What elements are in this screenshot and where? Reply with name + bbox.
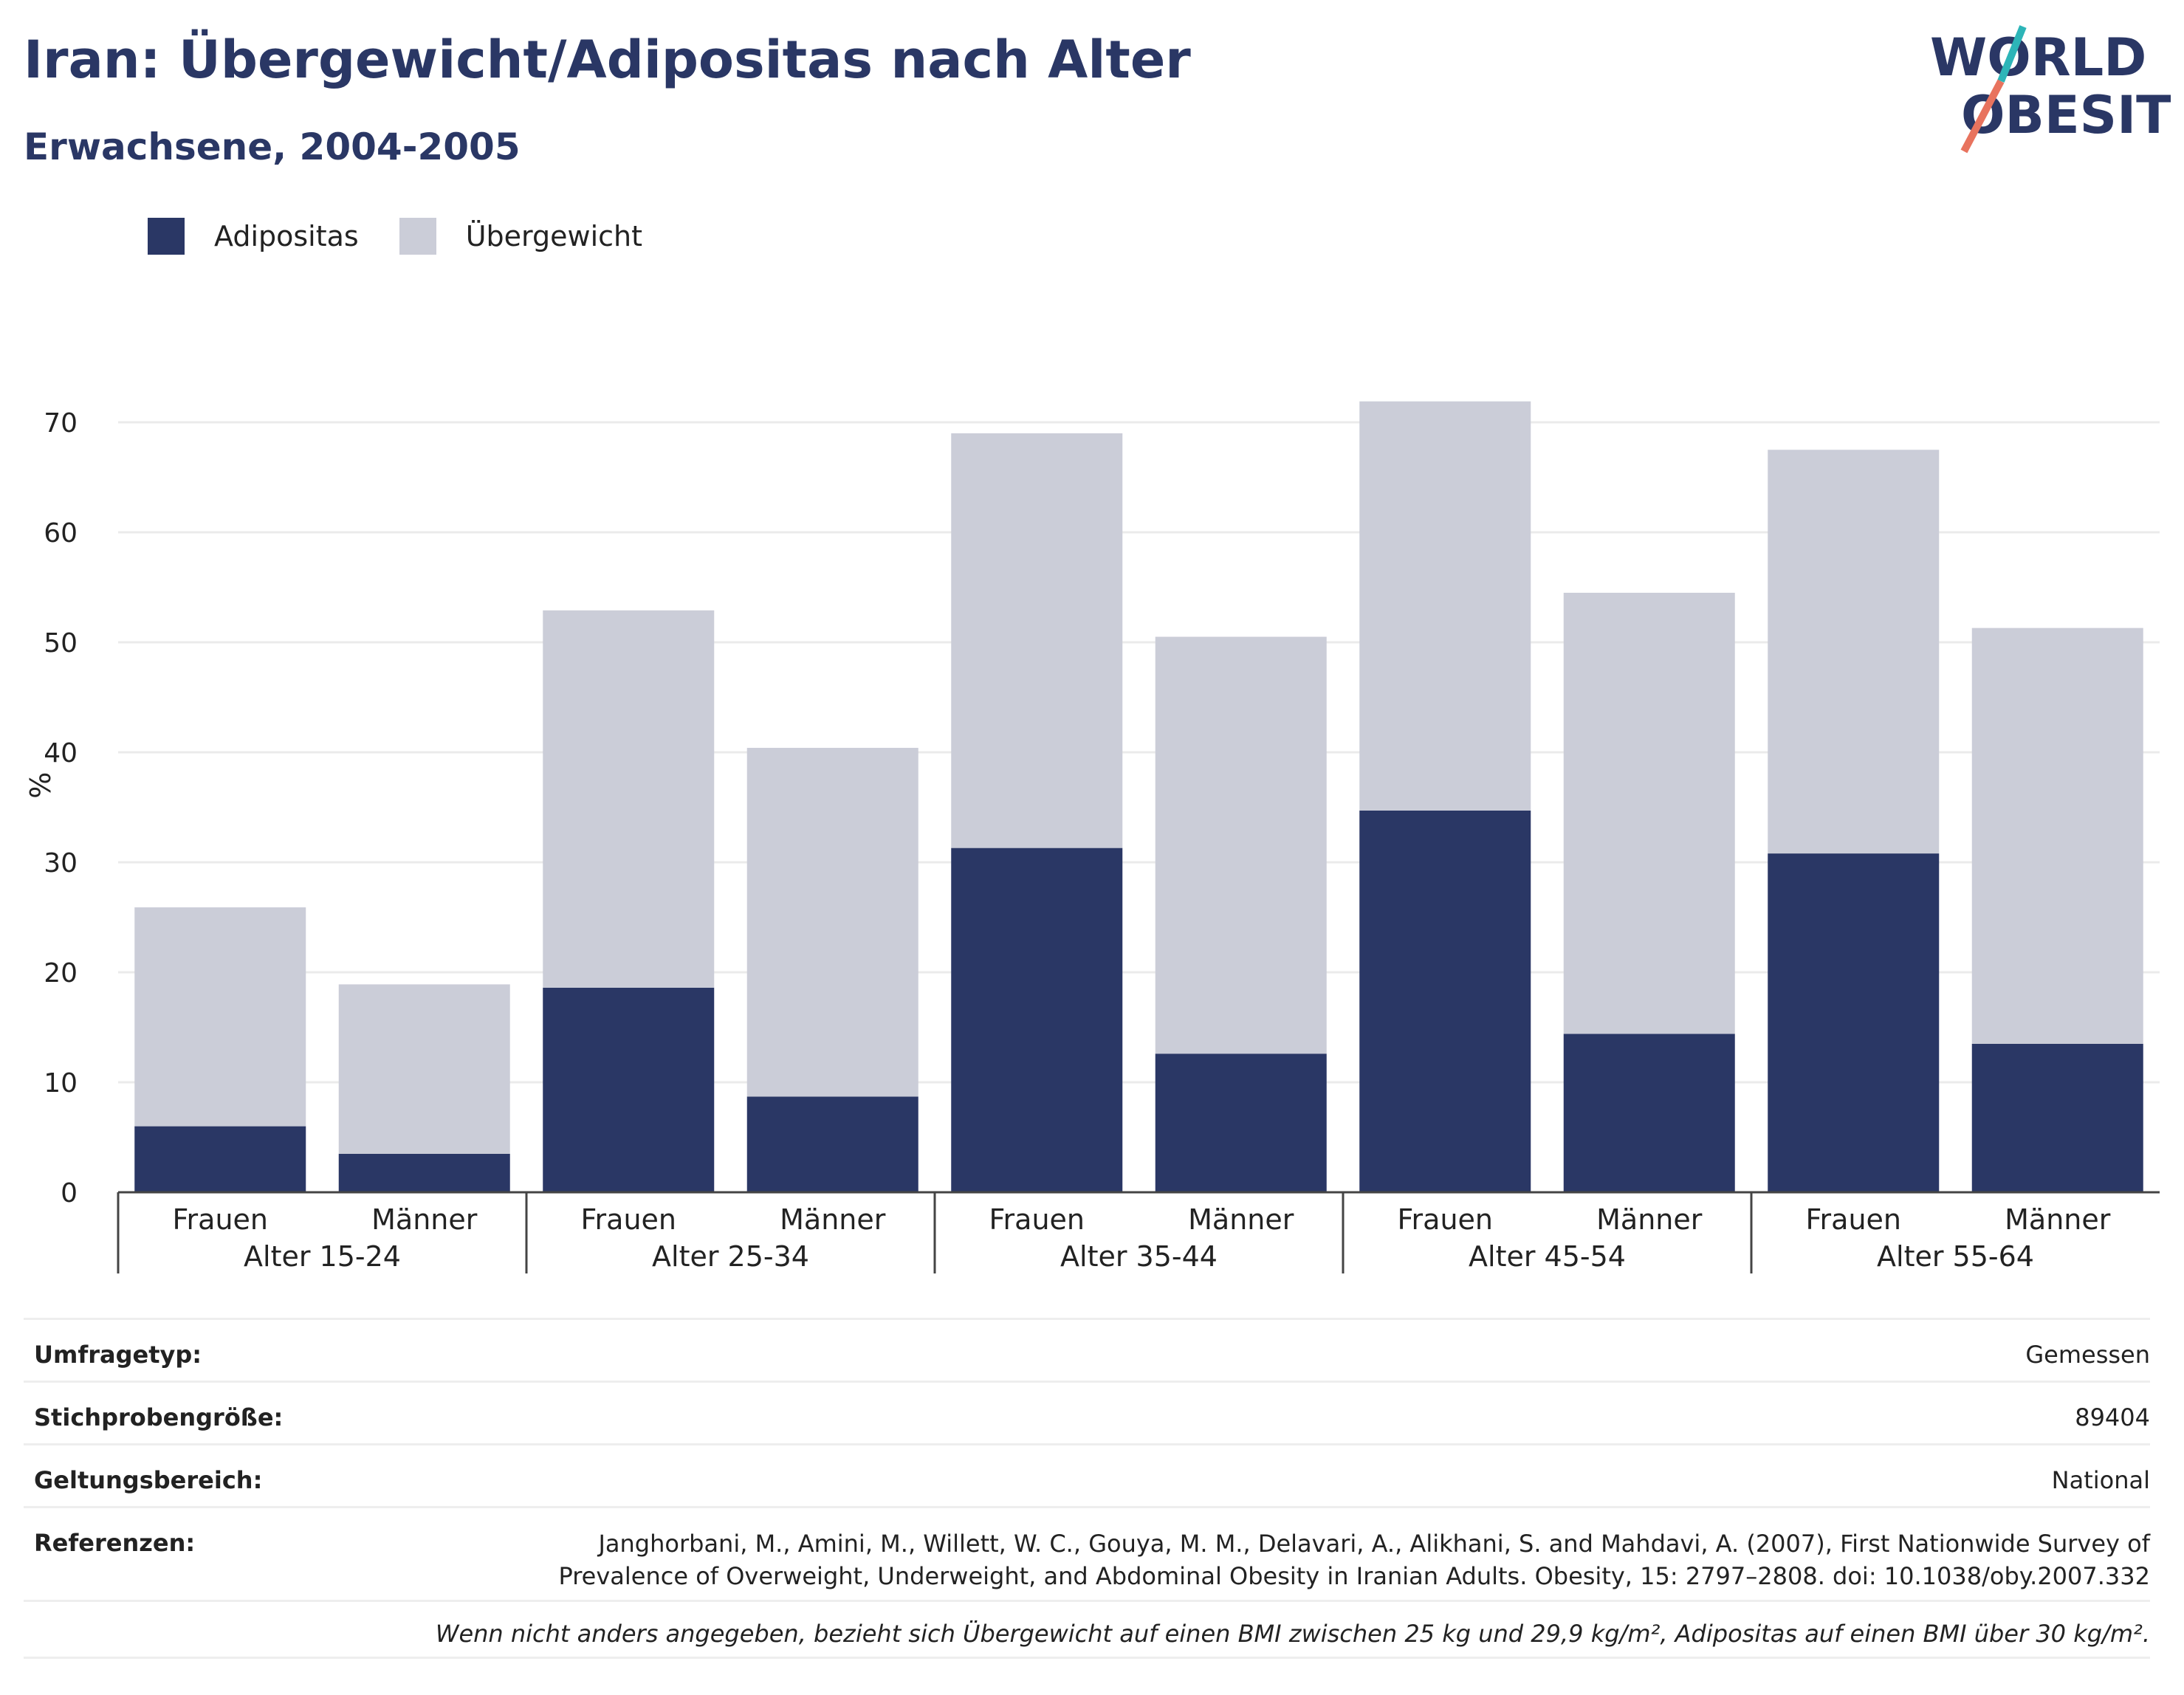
page-subtitle: Erwachsene, 2004-2005 [24, 126, 521, 168]
y-tick-label: 60 [44, 518, 78, 549]
bar-uebergewicht [1155, 636, 1327, 1054]
info-row-survey-type: Umfragetyp: Gemessen [24, 1318, 2150, 1381]
page-title: Iran: Übergewicht/Adipositas nach Alter [24, 30, 1191, 90]
y-tick-label: 0 [61, 1178, 78, 1208]
x-category-label: Frauen [1397, 1203, 1493, 1236]
x-category-label: Frauen [172, 1203, 268, 1236]
x-group-label: Alter 55-64 [1877, 1240, 2034, 1273]
coverage-value: National [2051, 1466, 2150, 1494]
definition-note: Wenn nicht anders angegeben, bezieht sic… [24, 1600, 2150, 1659]
bar-uebergewicht [543, 610, 715, 988]
legend-label-uebergewicht: Übergewicht [465, 220, 642, 252]
x-category-label: Männer [1596, 1203, 1703, 1236]
bar-uebergewicht [746, 748, 918, 1097]
x-group-label: Alter 35-44 [1060, 1240, 1218, 1273]
y-tick-label: 50 [44, 628, 78, 659]
sample-size-value: 89404 [2075, 1403, 2150, 1431]
x-category-label: Frauen [580, 1203, 676, 1236]
bar-uebergewicht [1768, 450, 1940, 854]
bar-uebergewicht [951, 433, 1123, 848]
references-value: Janghorbani, M., Amini, M., Willett, W. … [558, 1508, 2150, 1600]
sample-size-label: Stichprobengröße: [34, 1403, 284, 1431]
legend-label-adipositas: Adipositas [214, 220, 359, 252]
info-row-sample-size: Stichprobengröße: 89404 [24, 1381, 2150, 1443]
x-group-label: Alter 25-34 [652, 1240, 809, 1273]
logo-line1: WORLD [1930, 27, 2146, 88]
bar-uebergewicht [1971, 628, 2143, 1044]
logo-slash-bottom [1960, 79, 2005, 154]
chart-legend: Adipositas Übergewicht [148, 218, 683, 255]
info-row-references: Referenzen: Janghorbani, M., Amini, M., … [24, 1506, 2150, 1600]
x-category-label: Frauen [1805, 1203, 1901, 1236]
survey-type-label: Umfragetyp: [34, 1341, 202, 1369]
x-category-label: Männer [1188, 1203, 1294, 1236]
logo-slash-top [1997, 25, 2027, 83]
stacked-bar-chart: 0 10 20 30 40 50 60 70% Frauen Männer Frauen Männer… [24, 401, 2160, 1273]
coverage-label: Geltungsbereich: [34, 1466, 263, 1494]
bar-adipositas [338, 1153, 510, 1192]
info-table: Umfragetyp: Gemessen Stichprobengröße: 8… [24, 1318, 2150, 1659]
world-obesity-logo: WORLD OBESITY [1930, 25, 2171, 154]
legend-swatch-adipositas [148, 218, 185, 255]
bar-adipositas [1155, 1053, 1327, 1192]
bar-adipositas [134, 1126, 306, 1192]
survey-type-value: Gemessen [2025, 1341, 2150, 1369]
y-tick-label: 70 [44, 408, 78, 439]
y-axis-label: % [24, 772, 57, 799]
x-group-label: Alter 45-54 [1469, 1240, 1626, 1273]
bar-uebergewicht [134, 907, 306, 1127]
info-row-coverage: Geltungsbereich: National [24, 1443, 2150, 1506]
bar-adipositas [543, 987, 715, 1192]
y-tick-label: 30 [44, 848, 78, 879]
bar-adipositas [1971, 1043, 2143, 1192]
bar-adipositas [951, 848, 1123, 1192]
x-category-label: Männer [780, 1203, 886, 1236]
bar-adipositas [746, 1096, 918, 1192]
references-line-2: Prevalence of Overweight, Underweight, a… [558, 1562, 2150, 1590]
references-line-1: Janghorbani, M., Amini, M., Willett, W. … [598, 1530, 2150, 1558]
legend-swatch-uebergewicht [399, 218, 436, 255]
y-tick-label: 10 [44, 1068, 78, 1099]
legend-item-adipositas: Adipositas [148, 218, 359, 255]
references-label: Referenzen: [34, 1529, 196, 1557]
bar-uebergewicht [1359, 401, 1531, 811]
y-tick-label: 40 [44, 738, 78, 769]
x-category-label: Männer [2005, 1203, 2111, 1236]
bar-adipositas [1359, 810, 1531, 1192]
bar-uebergewicht [338, 984, 510, 1154]
x-category-label: Frauen [989, 1203, 1085, 1236]
legend-item-uebergewicht: Übergewicht [399, 218, 642, 255]
x-group-label: Alter 15-24 [244, 1240, 401, 1273]
bar-adipositas [1768, 853, 1940, 1192]
bar-uebergewicht [1563, 592, 1735, 1034]
bar-adipositas [1563, 1034, 1735, 1192]
x-category-label: Männer [371, 1203, 478, 1236]
y-tick-label: 20 [44, 958, 78, 989]
